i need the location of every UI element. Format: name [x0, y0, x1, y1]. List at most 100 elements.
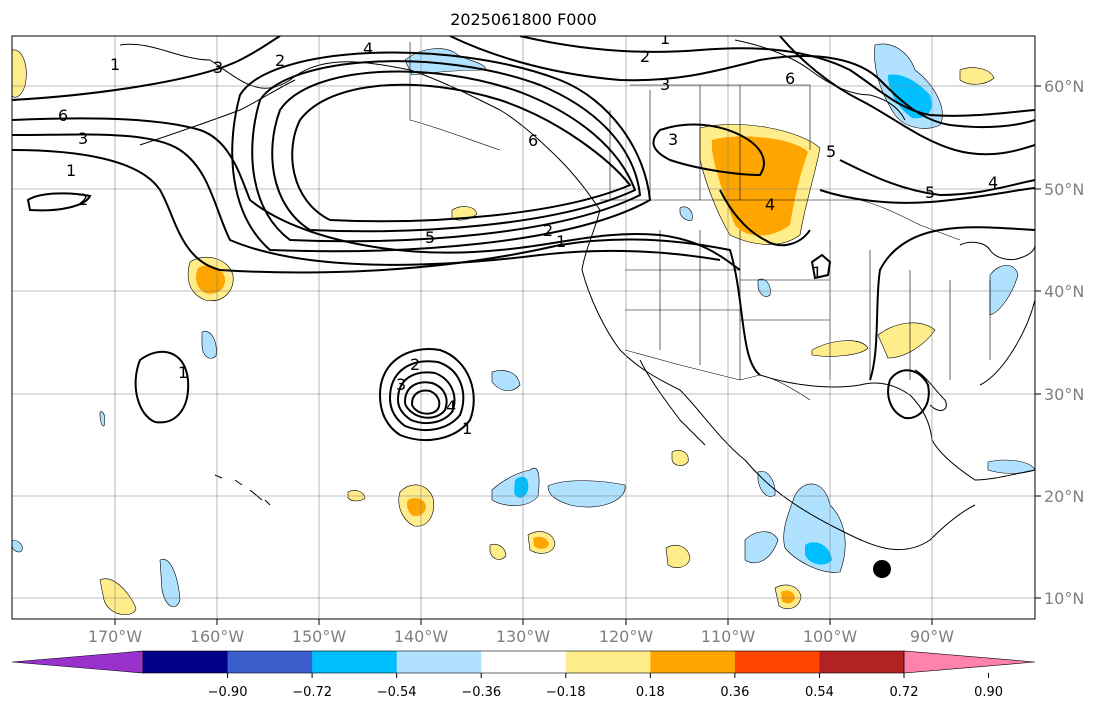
contour-label: 4 — [446, 397, 456, 416]
aleutian-islands — [139, 79, 296, 146]
contour-label: 2 — [410, 355, 420, 374]
lon-tick-label: 120°W — [599, 627, 654, 646]
contour-label: 3 — [668, 130, 678, 149]
contour-line — [869, 226, 1035, 381]
contour-line — [839, 159, 1035, 197]
lat-tick-label: 10°N — [1044, 589, 1084, 608]
contour-label: 1 — [660, 29, 670, 48]
colorbar: −0.90 −0.72 −0.54 −0.36 −0.18 0.18 0.36 0.54 0.7… — [11, 650, 1036, 700]
lon-tick-label: 150°W — [292, 627, 347, 646]
lon-tick-label: 130°W — [496, 627, 551, 646]
colorbar-tick-label: 0.54 — [805, 685, 834, 700]
lon-axis: 170°W 160°W 150°W 140°W 130°W 120°W 110°… — [88, 619, 954, 646]
lon-tick-label: 100°W — [803, 627, 858, 646]
contour-line — [449, 36, 1035, 129]
contour-line — [12, 117, 741, 271]
contour-label: 2 — [275, 51, 285, 70]
colorbar-segment — [650, 651, 736, 673]
contour-label: 1 — [812, 263, 822, 282]
shading-layer — [12, 43, 1035, 615]
colorbar-tick-label: 0.36 — [720, 685, 749, 700]
contour-label: 1 — [110, 55, 120, 74]
contour-label: 1 — [178, 363, 188, 382]
colorbar-extend-max — [903, 650, 1036, 674]
contour-line — [291, 83, 632, 223]
positive-anomaly-region — [489, 543, 507, 560]
lat-tick-label: 40°N — [1044, 282, 1084, 301]
lat-axis: 60°N 50°N 40°N 30°N 20°N 10°N — [1035, 77, 1084, 608]
lon-tick-label: 110°W — [701, 627, 756, 646]
map-title: 2025061800 F000 — [450, 10, 597, 29]
contour-label: 6 — [58, 106, 68, 125]
negative-anomaly-region — [491, 370, 521, 391]
contour-label: 3 — [396, 375, 406, 394]
lon-tick-label: 160°W — [190, 627, 245, 646]
colorbar-segment — [481, 651, 567, 673]
contour-label: 5 — [425, 228, 435, 247]
contour-line — [810, 253, 832, 280]
negative-anomaly-region — [757, 471, 776, 497]
lon-tick-label: 140°W — [394, 627, 449, 646]
colorbar-segment — [227, 651, 313, 673]
colorbar-extend-min — [11, 650, 144, 674]
baja-california — [639, 359, 706, 446]
contour-line — [779, 36, 1035, 156]
negative-anomaly-region — [547, 480, 626, 508]
great-lakes — [959, 241, 1035, 261]
colorbar-segment — [565, 651, 651, 673]
positive-anomaly-region — [12, 49, 27, 98]
contour-line — [396, 371, 456, 425]
negative-anomaly-region — [888, 74, 932, 119]
alaska-canada-border — [409, 42, 501, 151]
colorbar-tick-label: −0.36 — [461, 685, 501, 700]
negative-anomaly-region — [99, 411, 106, 427]
positive-anomaly-region — [665, 545, 691, 568]
contour-label: 2 — [78, 190, 88, 209]
contour-line — [231, 51, 652, 253]
lat-tick-label: 30°N — [1044, 385, 1084, 404]
contour-line — [12, 133, 721, 266]
contour-label: 3 — [660, 75, 670, 94]
contour-label: 3 — [78, 129, 88, 148]
colorbar-segment — [143, 651, 229, 673]
contour-label: 2 — [543, 221, 553, 240]
map-panel: 1 2 3 4 5 6 1 2 3 4 5 6 1 2 3 4 5 1 2 3 … — [12, 29, 1035, 619]
positive-anomaly-region — [196, 265, 226, 294]
contour-line — [26, 192, 92, 212]
contour-layer — [12, 36, 1035, 441]
positive-anomaly-region — [877, 322, 936, 359]
colorbar-tick-label: −0.72 — [292, 685, 332, 700]
positive-anomaly-region — [781, 590, 795, 604]
colorbar-tick-label: −0.54 — [377, 685, 417, 700]
negative-anomaly-region — [744, 531, 779, 564]
canada-provinces — [609, 84, 811, 200]
negative-anomaly-region — [201, 330, 217, 359]
negative-anomaly-region — [404, 48, 486, 76]
contour-line — [378, 348, 475, 441]
black-dot-marker — [873, 560, 891, 578]
colorbar-tick-label: 0.72 — [890, 685, 919, 700]
gridlines — [12, 36, 1035, 619]
hawaii-islands — [214, 474, 271, 506]
lat-tick-label: 50°N — [1044, 180, 1084, 199]
lat-tick-label: 60°N — [1044, 77, 1084, 96]
contour-label: 2 — [640, 47, 650, 66]
positive-anomaly-region — [671, 450, 689, 466]
positive-anomaly-region — [533, 536, 549, 549]
us-mexico-border — [624, 349, 811, 401]
contour-line — [271, 70, 637, 233]
contour-line — [719, 189, 811, 247]
coastline-layer — [119, 39, 1035, 551]
lat-tick-label: 20°N — [1044, 487, 1084, 506]
colorbar-segment — [396, 651, 482, 673]
contour-label: 5 — [826, 142, 836, 161]
contour-line — [12, 149, 761, 376]
contour-label: 1 — [462, 419, 472, 438]
contour-line — [887, 369, 930, 420]
florida — [914, 369, 947, 411]
contour-line — [403, 381, 448, 419]
colorbar-tick-label: 0.18 — [636, 685, 665, 700]
negative-anomaly-region — [514, 476, 529, 498]
colorbar-segment — [819, 651, 905, 673]
